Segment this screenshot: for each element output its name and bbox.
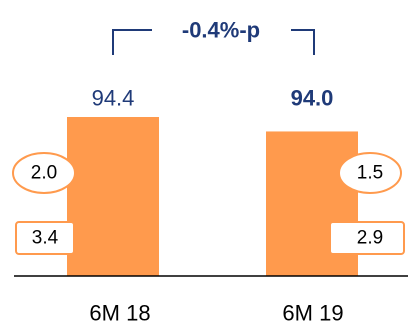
component-oval-shape: [12, 152, 76, 194]
component-oval-label-6m18: 2.0: [31, 163, 57, 184]
category-label-6m18: 6M 18: [89, 301, 150, 326]
bar-6m18: [67, 117, 159, 276]
component-box-shape: [15, 221, 75, 255]
component-oval-shape: [338, 152, 402, 194]
category-label-6m19: 6M 19: [282, 301, 343, 326]
component-oval-6m19: 1.5: [338, 152, 402, 194]
component-oval-label-6m19: 1.5: [357, 163, 383, 184]
change-label: -0.4%-p: [182, 18, 260, 43]
component-box-6m18: 3.4: [15, 221, 75, 255]
component-box-label-6m19: 2.9: [357, 228, 383, 249]
change-bracket-left: [112, 29, 152, 55]
change-bracket-right: [291, 29, 315, 55]
component-box-6m19: 2.9: [329, 221, 405, 255]
component-box-label-6m18: 3.4: [32, 228, 59, 249]
bar-value-label-6m18: 94.4: [92, 86, 135, 111]
component-oval-6m18: 2.0: [12, 152, 76, 194]
bars-group: [67, 117, 358, 276]
bar-value-label-6m19: 94.0: [291, 86, 334, 111]
component-box-shape: [329, 221, 405, 255]
